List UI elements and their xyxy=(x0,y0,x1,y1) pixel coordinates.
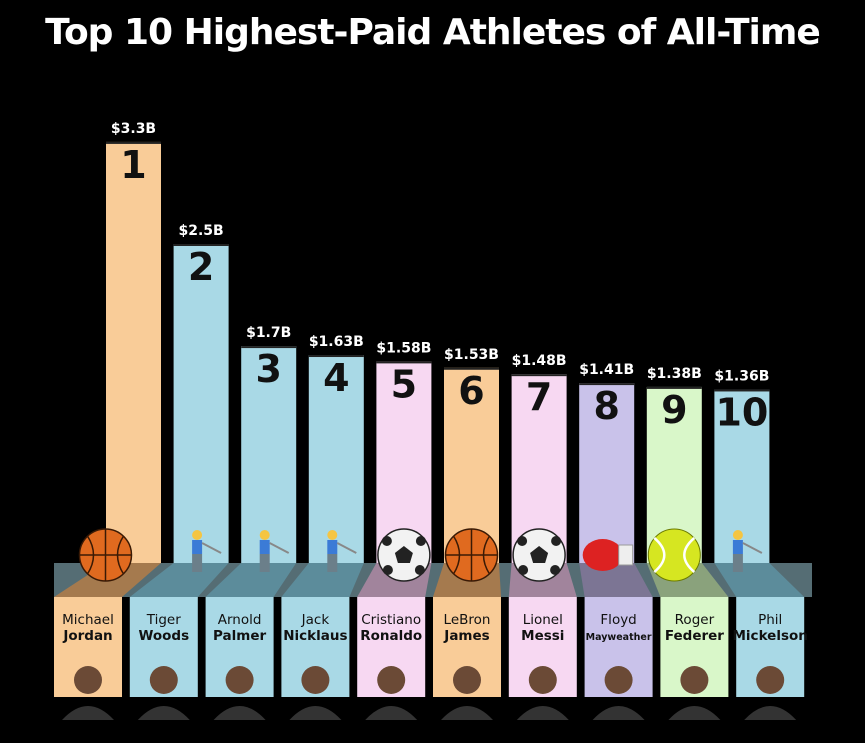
athlete-portrait-icon xyxy=(744,666,797,720)
athlete-portrait-icon xyxy=(592,666,645,720)
rank-label: 3 xyxy=(255,347,281,391)
athlete-last-name: Messi xyxy=(521,628,564,644)
soccer-ball-icon xyxy=(377,528,431,582)
golfer-icon xyxy=(327,530,357,572)
bar-top-edge xyxy=(241,346,297,349)
athlete-first-name: LeBron xyxy=(444,612,491,628)
rank-label: 6 xyxy=(458,369,484,413)
bar-top-edge xyxy=(511,374,567,377)
value-label: $1.38B xyxy=(647,366,702,382)
bar-top-edge xyxy=(646,386,702,389)
chart-title: Top 10 Highest-Paid Athletes of All-Time xyxy=(45,12,821,53)
boxing-glove-icon xyxy=(582,539,634,571)
rank-label: 7 xyxy=(526,375,552,419)
athlete-last-name: Ronaldo xyxy=(360,628,422,644)
golfer-icon xyxy=(192,530,222,572)
soccer-ball-icon xyxy=(512,528,566,582)
athlete-first-name: Jack xyxy=(301,612,330,628)
value-label: $1.48B xyxy=(512,353,567,369)
bar-top-edge xyxy=(579,383,635,386)
value-label: $1.41B xyxy=(579,362,634,378)
athlete-last-name: Jordan xyxy=(62,628,112,644)
bar-group-8: $1.41B 8 Floyd Mayweather xyxy=(579,362,653,720)
value-label: $2.5B xyxy=(178,223,223,239)
bar-shadow xyxy=(205,563,297,597)
athlete-first-name: Phil xyxy=(758,612,782,628)
athlete-portrait-icon xyxy=(365,666,418,720)
athlete-portrait-icon xyxy=(441,666,493,720)
bar-top-edge xyxy=(106,141,161,144)
rank-label: 8 xyxy=(593,384,619,428)
athlete-last-name: Nicklaus xyxy=(283,628,347,644)
athlete-first-name: Lionel xyxy=(523,612,563,628)
bar xyxy=(173,244,229,563)
athlete-portrait-icon xyxy=(516,666,569,720)
bar-shadow xyxy=(579,563,653,597)
rank-label: 2 xyxy=(188,245,214,289)
basketball-icon xyxy=(78,528,133,582)
value-label: $1.36B xyxy=(714,368,769,384)
bar-top-edge xyxy=(173,244,229,246)
bar-shadow xyxy=(129,563,229,597)
athlete-last-name: Mayweather xyxy=(586,632,652,643)
value-label: $3.3B xyxy=(111,121,156,137)
rank-label: 1 xyxy=(120,143,146,187)
bar-top-edge xyxy=(308,355,364,358)
athlete-last-name: Woods xyxy=(138,628,189,644)
value-label: $1.7B xyxy=(246,325,291,341)
bar xyxy=(579,383,635,563)
bar xyxy=(308,355,364,563)
bar xyxy=(241,346,297,563)
athlete-last-name: James xyxy=(443,628,489,644)
bar-top-edge xyxy=(444,367,499,370)
basketball-icon xyxy=(444,528,499,582)
bar-top-edge xyxy=(376,361,432,364)
rank-label: 4 xyxy=(323,356,349,400)
golfer-icon xyxy=(259,530,290,572)
athlete-portrait-icon xyxy=(213,666,266,720)
bar-top-edge xyxy=(714,389,770,392)
athlete-first-name: Arnold xyxy=(218,612,262,628)
bar xyxy=(106,141,161,564)
athlete-first-name: Cristiano xyxy=(361,612,421,628)
golfer-icon xyxy=(732,530,763,572)
rank-label: 9 xyxy=(661,388,687,432)
athlete-first-name: Tiger xyxy=(146,612,181,628)
value-label: $1.53B xyxy=(444,347,499,363)
athlete-portrait-icon xyxy=(668,666,721,720)
value-label: $1.63B xyxy=(309,334,364,350)
athlete-first-name: Floyd xyxy=(600,612,636,628)
rank-label: 5 xyxy=(391,362,417,406)
athlete-portrait-icon xyxy=(137,666,190,720)
bar-shadow xyxy=(281,563,364,597)
athlete-first-name: Michael xyxy=(62,612,114,628)
athlete-portrait-icon xyxy=(289,666,342,720)
athlete-last-name: Federer xyxy=(665,628,724,644)
tennis-ball-icon xyxy=(647,528,701,582)
athlete-portrait-icon xyxy=(62,666,114,720)
value-label: $1.58B xyxy=(376,340,431,356)
athlete-first-name: Roger xyxy=(675,612,715,628)
rank-label: 10 xyxy=(715,390,768,434)
athlete-last-name: Palmer xyxy=(213,628,266,644)
athlete-last-name: Mickelson xyxy=(733,628,808,644)
